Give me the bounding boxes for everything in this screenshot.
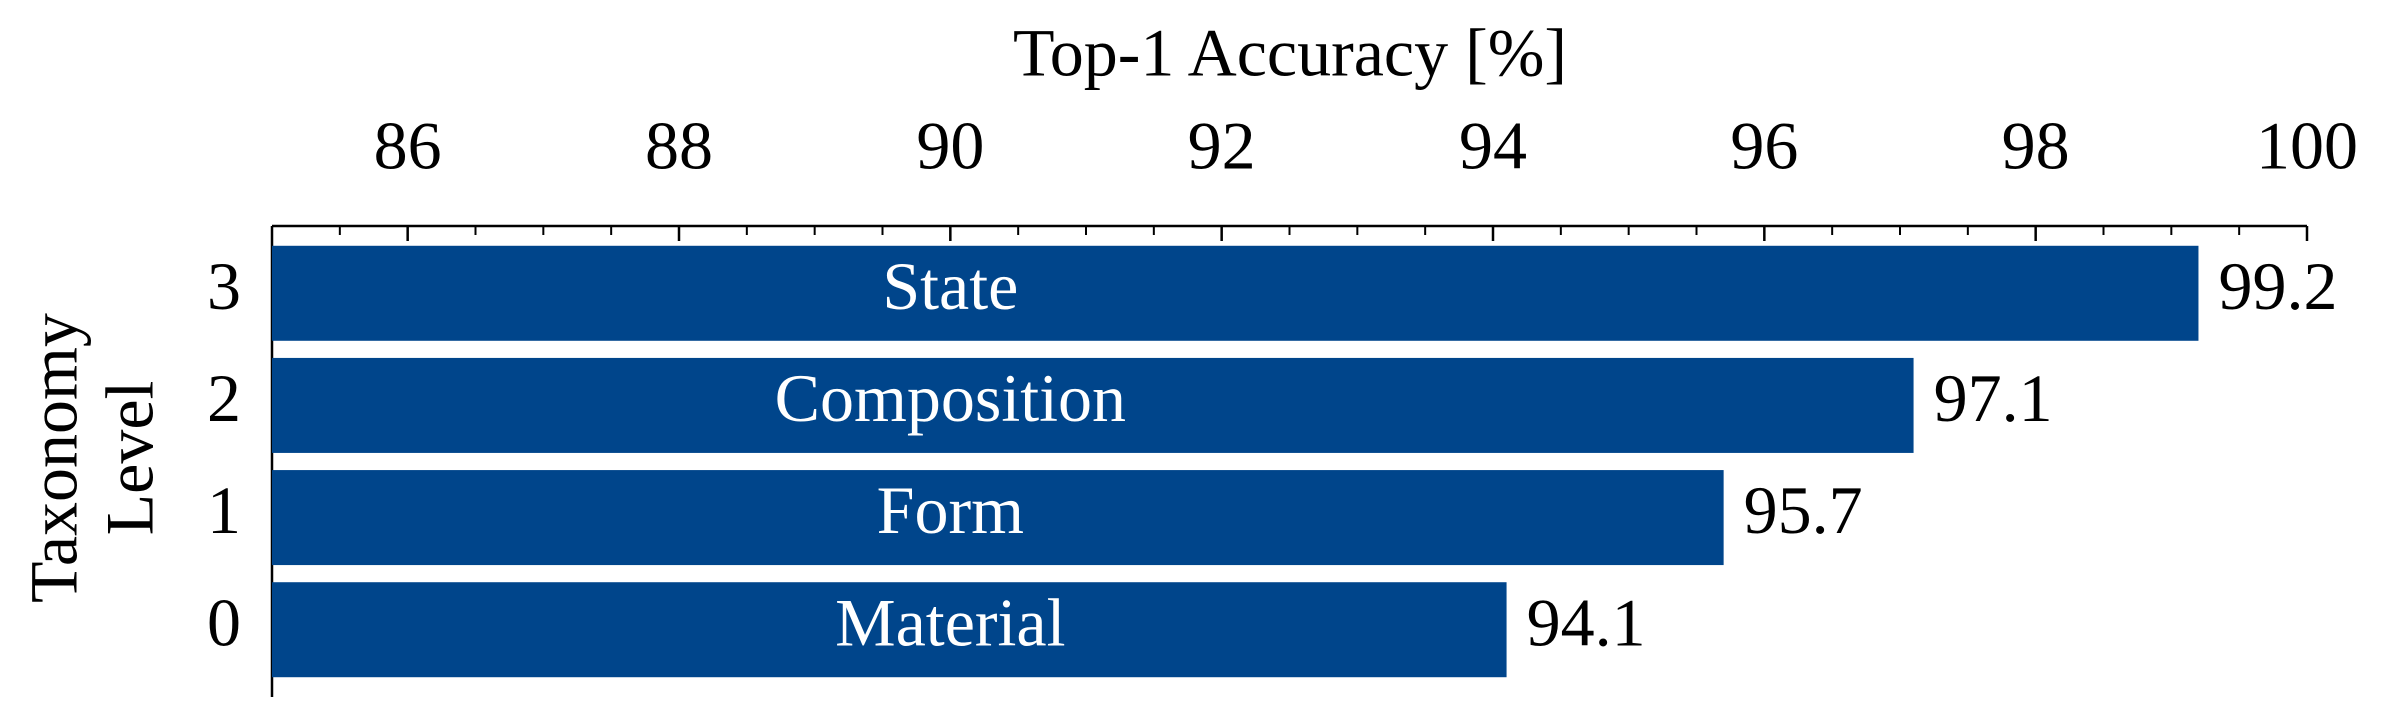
x-tick-label: 98 [2002, 108, 2070, 184]
x-tick-label: 94 [1459, 108, 1527, 184]
x-tick-label: 100 [2256, 108, 2358, 184]
bar-label: State [882, 248, 1018, 324]
x-tick-label: 92 [1188, 108, 1256, 184]
x-tick-label: 90 [916, 108, 984, 184]
bar-label: Composition [775, 360, 1126, 436]
y-axis-title-line: Taxonomy [16, 313, 92, 603]
value-label: 94.1 [1527, 584, 1646, 660]
bar [272, 245, 2199, 341]
y-tick-label: 2 [207, 360, 241, 436]
y-axis-title: Taxonomy Level [16, 313, 168, 603]
x-axis-title: Top-1 Accuracy [%] [1013, 15, 1567, 91]
y-tick-label: 1 [207, 472, 241, 548]
bar [272, 582, 1507, 678]
x-tick-label: 86 [374, 108, 442, 184]
value-label: 99.2 [2218, 248, 2337, 324]
bar-label: Form [877, 472, 1024, 548]
value-label: 97.1 [1934, 360, 2053, 436]
value-label: 95.7 [1744, 472, 1863, 548]
bar-label: Material [835, 584, 1065, 660]
x-tick-label: 88 [645, 108, 713, 184]
y-axis-title-line: Level [92, 381, 168, 536]
bar [272, 470, 1724, 566]
bar [272, 357, 1914, 453]
x-tick-label: 96 [1730, 108, 1798, 184]
y-tick-label: 0 [207, 584, 241, 660]
y-tick-label: 3 [207, 248, 241, 324]
